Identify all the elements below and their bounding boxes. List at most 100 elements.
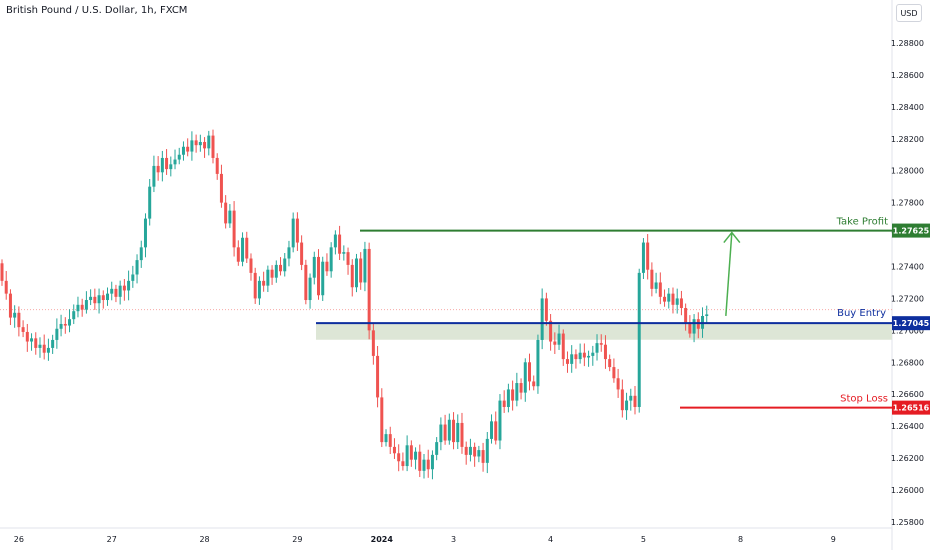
x-tick-label: 5 — [641, 535, 646, 544]
candle-body — [443, 424, 447, 441]
candle-body — [312, 256, 316, 278]
x-tick-label: 29 — [292, 535, 302, 544]
candle-body — [523, 362, 527, 393]
candle-body — [439, 424, 443, 443]
candle-body — [342, 252, 346, 254]
candle-body — [42, 344, 46, 353]
candle-body — [194, 140, 198, 146]
y-tick-label: 1.28200 — [891, 135, 924, 144]
y-tick-label: 1.25800 — [891, 518, 924, 527]
candle-body — [118, 285, 122, 297]
candle-body — [186, 146, 190, 152]
candle-body — [591, 352, 595, 356]
candle-body — [72, 311, 76, 320]
candle-body — [80, 304, 84, 310]
candle-body — [346, 252, 350, 265]
candle-body — [363, 248, 367, 283]
candle-body — [565, 359, 569, 364]
candle-body — [262, 280, 266, 286]
candle-body — [0, 263, 4, 281]
candle-body — [241, 237, 245, 262]
candle-body — [198, 141, 202, 146]
candle-body — [574, 354, 578, 360]
candle-body — [257, 280, 261, 299]
candle-body — [409, 445, 413, 460]
candle-body — [616, 378, 620, 390]
candle-body — [637, 272, 641, 407]
stop-loss-price-tag — [892, 400, 930, 415]
candle-body — [224, 202, 228, 224]
candle-body — [460, 422, 464, 447]
candle-body — [549, 320, 553, 342]
candle-body — [338, 234, 342, 254]
candle-body — [4, 280, 8, 294]
candle-body — [384, 434, 388, 443]
candle-body — [371, 330, 375, 356]
candle-body — [532, 381, 536, 387]
candle-body — [620, 389, 624, 411]
candle-body — [30, 338, 34, 342]
candle-body — [426, 459, 430, 470]
x-tick-label: 28 — [199, 535, 209, 544]
candle-body — [692, 319, 696, 334]
y-tick-label: 1.28400 — [891, 103, 924, 112]
currency-selector-button[interactable]: USD — [896, 4, 922, 22]
candle-body — [464, 446, 468, 455]
candle-body — [51, 339, 55, 348]
candle-body — [397, 453, 401, 462]
candle-body — [270, 269, 274, 278]
candle-body — [97, 295, 101, 304]
candle-body — [46, 347, 50, 353]
candle-body — [236, 247, 240, 262]
chart-title: British Pound / U.S. Dollar, 1h, FXCM — [6, 5, 188, 16]
buy-entry-price-tag — [892, 316, 930, 331]
candle-body — [494, 421, 498, 441]
candle-body — [570, 354, 574, 364]
candle-body — [321, 261, 325, 296]
stop-loss-label: Stop Loss — [840, 394, 888, 405]
candle-body — [392, 446, 396, 454]
candle-body — [376, 355, 380, 398]
candle-body — [203, 141, 207, 149]
candle-body — [519, 383, 523, 393]
candle-body — [110, 288, 114, 294]
candle-body — [38, 344, 42, 348]
y-tick-label: 1.28800 — [891, 39, 924, 48]
x-tick-label: 2024 — [371, 535, 394, 544]
y-tick-label: 1.26600 — [891, 390, 924, 399]
candle-body — [13, 312, 17, 318]
candle-body — [684, 308, 688, 323]
candle-body — [544, 298, 548, 321]
candle-body — [25, 331, 29, 342]
candle-body — [405, 445, 409, 467]
x-tick-label: 8 — [738, 535, 743, 544]
take-profit-price-tag — [892, 223, 930, 238]
candle-body — [219, 173, 223, 203]
candle-body — [599, 343, 603, 345]
candle-body — [641, 242, 645, 273]
candle-body — [325, 261, 329, 272]
candle-body — [367, 248, 371, 331]
candle-body — [93, 296, 97, 304]
candle-body — [506, 389, 510, 407]
y-tick-label: 1.28600 — [891, 71, 924, 80]
candle-body — [561, 333, 565, 360]
candle-body — [485, 438, 489, 463]
candle-body — [468, 446, 472, 455]
candle-body — [106, 293, 109, 301]
candle-body — [249, 258, 253, 273]
candle-body — [34, 338, 38, 348]
candle-body — [388, 434, 392, 447]
candle-body — [232, 210, 236, 248]
candle-body — [177, 154, 181, 160]
candle-body — [8, 293, 12, 318]
y-tick-label: 1.27200 — [891, 294, 924, 303]
y-tick-label: 1.26000 — [891, 486, 924, 495]
entry-zone — [316, 323, 892, 340]
candle-body — [291, 218, 295, 248]
candle-body — [139, 247, 143, 261]
take-profit-label: Take Profit — [836, 217, 889, 228]
y-tick-label: 1.27800 — [891, 199, 924, 208]
